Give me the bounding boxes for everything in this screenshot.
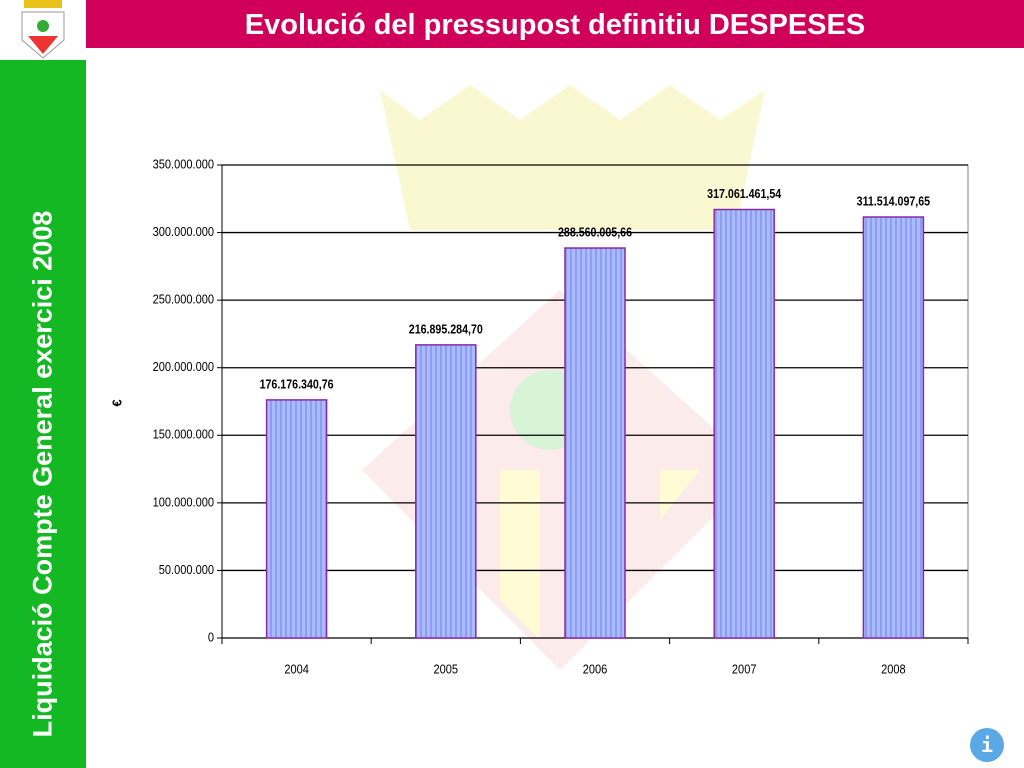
y-tick-label: 200.000.000 [153,359,215,374]
y-tick-label: 50.000.000 [159,562,214,577]
bar [415,344,477,639]
y-tick-label: 250.000.000 [153,292,215,307]
y-tick-label: 300.000.000 [153,224,215,239]
y-axis-title: € [109,399,124,406]
bar [564,247,626,639]
data-label: 176.176.340,76 [260,376,334,391]
data-label: 216.895.284,70 [409,321,483,336]
data-label: 311.514.097,65 [857,193,931,208]
y-tick-label: 350.000.000 [153,157,215,172]
sidebar-title: Liquidació Compte General exercici 2008 [27,210,58,738]
data-label: 288.560.005,66 [558,224,632,239]
x-tick-label: 2005 [434,662,459,677]
data-label: 317.061.461,54 [707,186,781,201]
logo [21,0,65,59]
x-tick-label: 2004 [284,662,309,677]
info-button[interactable]: i [970,728,1004,762]
bar [265,399,328,639]
chart-title: Evolució del pressupost definitiu DESPES… [86,0,1024,48]
bar [713,208,775,639]
x-tick-label: 2006 [583,662,608,677]
y-tick-label: 100.000.000 [153,494,215,509]
x-tick-label: 2008 [881,662,906,677]
sidebar: Liquidació Compte General exercici 2008 [0,60,86,768]
bar [862,216,925,639]
y-tick-label: 150.000.000 [153,427,215,442]
plot-area: 0 50.000.000 100.000.000 150.000.000 200.000… [109,157,969,677]
y-tick-label: 0 [208,630,214,645]
x-tick-label: 2007 [732,662,757,677]
